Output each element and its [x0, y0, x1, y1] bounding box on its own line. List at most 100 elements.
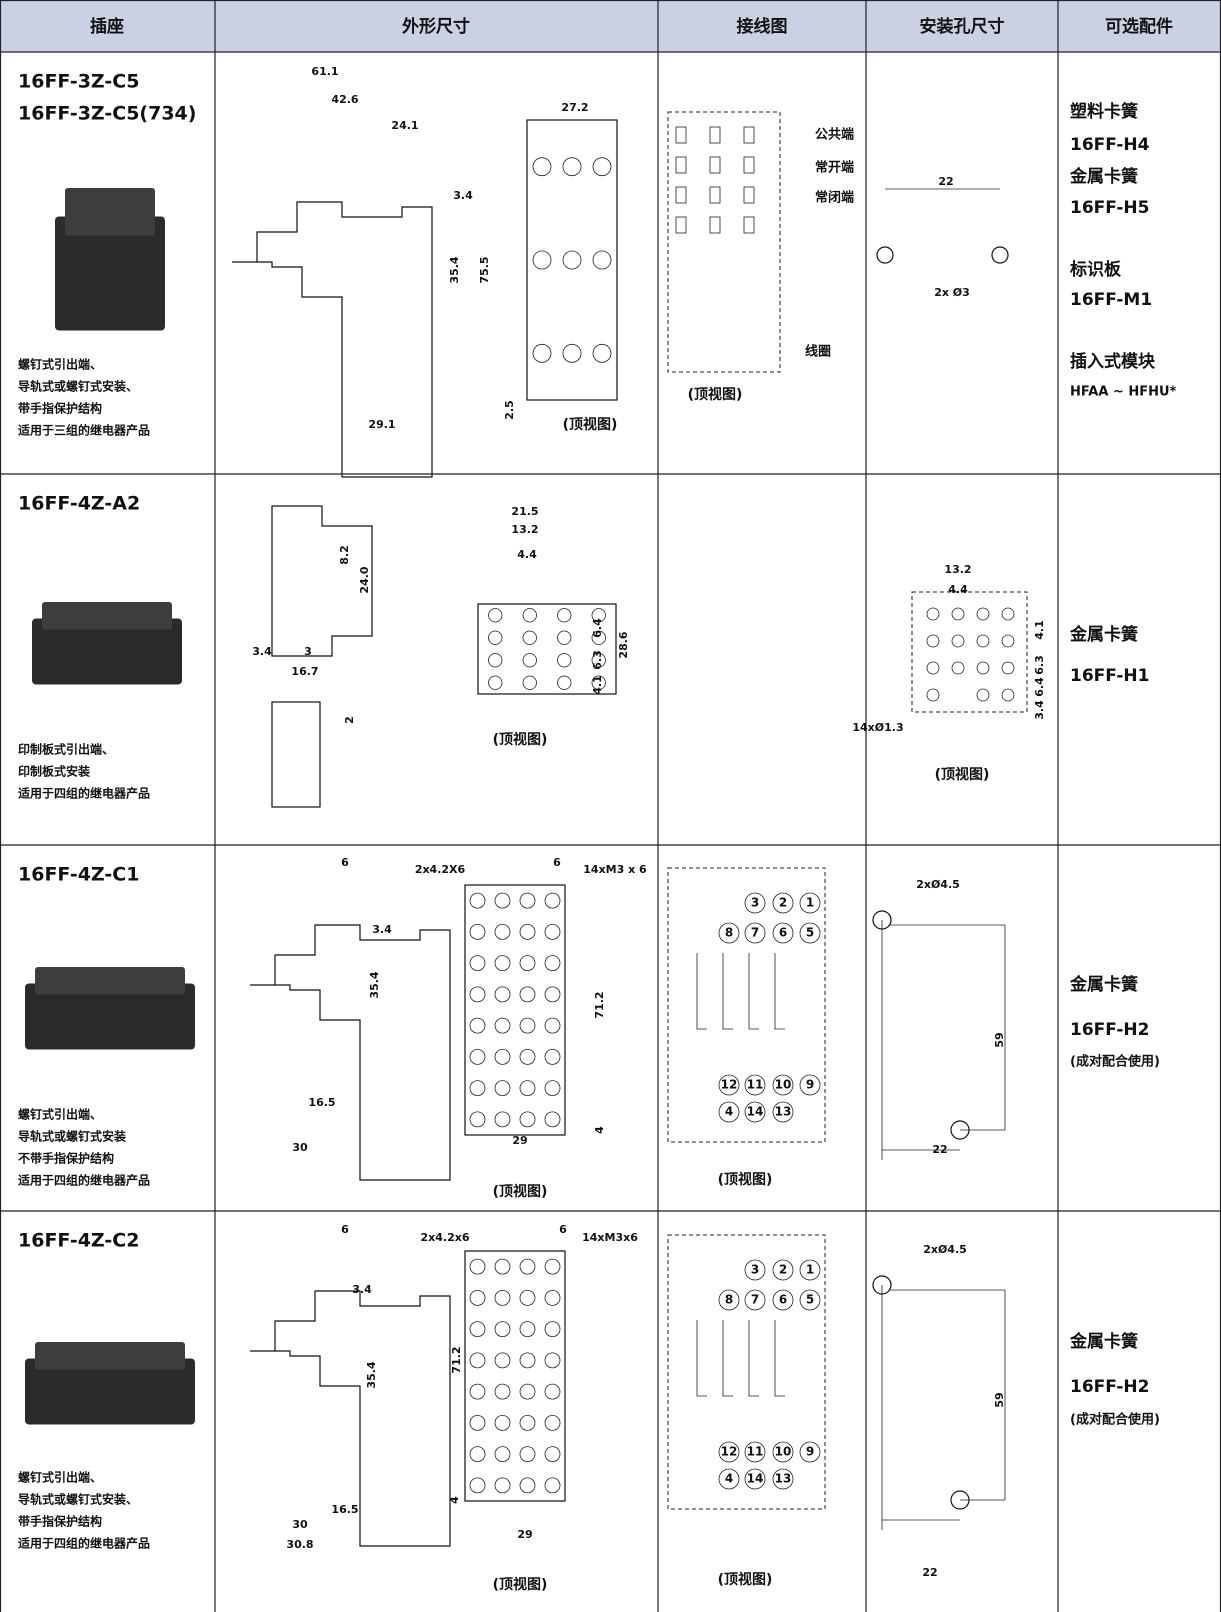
dimension: 71.2 — [450, 1346, 463, 1373]
dimension: 3 — [304, 645, 312, 658]
contact — [743, 216, 755, 234]
terminal — [544, 1258, 561, 1275]
terminal — [522, 675, 537, 690]
product-photo — [25, 983, 195, 1050]
hole — [991, 246, 1009, 264]
accessory: 16FF-H4 — [1070, 135, 1150, 155]
dimension: 35.4 — [365, 1361, 378, 1388]
pin-number: 10 — [775, 1445, 792, 1459]
pin-circle — [799, 1259, 821, 1281]
terminal — [469, 1289, 486, 1306]
accessory: 金属卡簧 — [1069, 1331, 1138, 1352]
accessory: 16FF-H5 — [1070, 198, 1149, 218]
terminal — [557, 608, 572, 623]
pin-number: 3 — [751, 1263, 759, 1277]
dimension: 6.4 — [591, 618, 604, 638]
terminal — [469, 1352, 486, 1369]
terminal — [469, 1321, 486, 1338]
dimension: 4.1 — [1033, 620, 1046, 640]
terminal — [519, 1446, 536, 1463]
description: 适用于四组的继电器产品 — [18, 786, 150, 801]
terminal — [519, 955, 536, 972]
dimension: 14xM3x6 — [582, 1231, 638, 1244]
caption: (顶视图) — [493, 731, 548, 748]
pin-circle — [772, 1259, 794, 1281]
pin-circle — [772, 892, 794, 914]
terminal — [494, 1258, 511, 1275]
contact — [675, 216, 687, 234]
terminal — [519, 1321, 536, 1338]
pin-circle — [718, 1101, 740, 1123]
pin-circle — [744, 1074, 766, 1096]
hole — [951, 607, 965, 621]
caption: (顶视图) — [563, 416, 618, 433]
side-view — [250, 924, 451, 1181]
model-name: 16FF-4Z-C2 — [18, 1230, 139, 1252]
pin-circle — [718, 1289, 740, 1311]
product-photo — [55, 216, 165, 331]
dimension: 59 — [993, 1392, 1006, 1407]
caption: (顶视图) — [688, 386, 743, 403]
dimension: 71.2 — [593, 991, 606, 1018]
pin-circle — [744, 1468, 766, 1490]
model-name: 16FF-4Z-A2 — [18, 493, 140, 515]
pin-circle — [744, 1289, 766, 1311]
hole — [951, 634, 965, 648]
top-view — [464, 884, 566, 1136]
terminal — [562, 250, 582, 270]
pin-circle — [744, 892, 766, 914]
terminal — [469, 955, 486, 972]
terminal — [544, 1048, 561, 1065]
description: 螺钉式引出端、 — [18, 1107, 102, 1122]
contact — [709, 186, 721, 204]
pin-number: 2 — [779, 896, 787, 910]
header-cell: 接线图 — [737, 16, 788, 37]
dimension: 2x4.2X6 — [415, 863, 466, 876]
wiring-line — [774, 1320, 785, 1397]
dimension: 28.6 — [617, 631, 630, 658]
description: 适用于四组的继电器产品 — [18, 1173, 150, 1188]
wiring-line — [748, 953, 759, 1030]
terminal — [532, 343, 552, 363]
terminal — [469, 1048, 486, 1065]
pin-number: 10 — [775, 1078, 792, 1092]
pin-circle — [772, 1289, 794, 1311]
terminal — [544, 1352, 561, 1369]
dimension: 6 — [553, 856, 561, 869]
terminal — [544, 1017, 561, 1034]
pin-circle — [744, 1441, 766, 1463]
terminal — [519, 1258, 536, 1275]
contact — [709, 216, 721, 234]
pin-circle — [718, 1468, 740, 1490]
dimension: 2xØ4.5 — [916, 878, 960, 891]
terminal — [544, 1321, 561, 1338]
model-name: 16FF-4Z-C1 — [18, 864, 139, 886]
terminal — [519, 1017, 536, 1034]
terminal — [544, 1383, 561, 1400]
accessory: 16FF-M1 — [1070, 290, 1152, 310]
terminal — [544, 955, 561, 972]
pin-circle — [718, 1074, 740, 1096]
header-cell: 外形尺寸 — [402, 16, 470, 37]
terminal — [469, 923, 486, 940]
accessory: 金属卡簧 — [1069, 974, 1138, 995]
accessory: 塑料卡簧 — [1070, 101, 1138, 122]
terminal — [562, 157, 582, 177]
dimension: 29 — [517, 1528, 532, 1541]
pin-number: 5 — [806, 926, 814, 940]
dimension: 59 — [993, 1032, 1006, 1047]
dimension: 2x Ø3 — [934, 286, 970, 299]
accessory: 16FF-H2 — [1070, 1020, 1149, 1040]
dimension: 6 — [559, 1223, 567, 1236]
model-name: 16FF-3Z-C5 — [18, 71, 139, 93]
terminal — [494, 1289, 511, 1306]
model-name: 16FF-3Z-C5(734) — [18, 103, 196, 125]
pin-circle — [744, 922, 766, 944]
dimension: 3.4 — [352, 1283, 372, 1296]
pin-circle — [799, 1441, 821, 1463]
pin-circle — [744, 1259, 766, 1281]
terminal — [592, 343, 612, 363]
top-view — [477, 603, 617, 695]
terminal — [494, 1352, 511, 1369]
contact — [709, 156, 721, 174]
